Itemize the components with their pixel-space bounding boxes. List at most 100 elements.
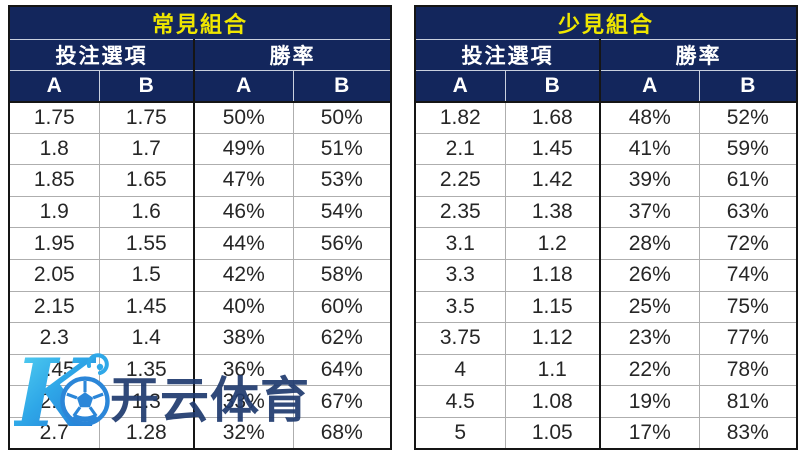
table-cell: 74%	[698, 258, 798, 292]
table-cell: 38%	[193, 322, 293, 355]
table-cell: 41%	[599, 132, 700, 165]
table-cell: 1.42	[504, 164, 601, 197]
table-title: 少見組合	[415, 6, 798, 40]
table-cell: 3.1	[415, 227, 506, 260]
table-cell: 25%	[599, 290, 700, 323]
table-cell: 59%	[698, 132, 798, 165]
table-row: 4.5 1.08 19% 81%	[415, 385, 798, 418]
col-header-bet-a: A	[9, 70, 99, 103]
table-cell: 2.6	[9, 385, 99, 418]
table-row: 2.35 1.38 37% 63%	[415, 195, 798, 228]
table-cell: 22%	[599, 353, 700, 386]
table-cell: 4.5	[415, 385, 506, 418]
table-cell: 2.35	[415, 195, 506, 228]
table-row: 4 1.1 22% 78%	[415, 353, 798, 386]
table-cell: 1.1	[504, 353, 601, 386]
column-group-win-rate: 勝率	[599, 39, 798, 71]
table-cell: 33%	[193, 385, 293, 418]
table-row: 1.82 1.68 48% 52%	[415, 101, 798, 134]
common-combinations-table: 常見組合 投注選項 勝率 A B A B 1.75 1.75 50% 50% 1.8 1.…	[8, 5, 393, 451]
col-header-rate-b: B	[698, 70, 798, 103]
table-cell: 1.6	[98, 195, 194, 228]
table-cell: 1.82	[415, 101, 506, 134]
table-row: 1.9 1.6 46% 54%	[9, 195, 392, 228]
table-cell: 23%	[599, 322, 700, 355]
table-row: 3.3 1.18 26% 74%	[415, 258, 798, 292]
table-cell: 63%	[698, 195, 798, 228]
table-cell: 72%	[698, 227, 798, 260]
table-cell: 1.18	[504, 258, 601, 292]
table-row: 2.7 1.28 32% 68%	[9, 416, 392, 450]
table-title-row: 常見組合	[9, 6, 392, 40]
table-cell: 67%	[292, 385, 392, 418]
table-cell: 1.45	[98, 290, 194, 323]
table-cell: 50%	[193, 101, 293, 134]
table-row: 2.1 1.45 41% 59%	[415, 132, 798, 165]
table-cell: 64%	[292, 353, 392, 386]
table-cell: 58%	[292, 258, 392, 292]
table-cell: 1.95	[9, 227, 99, 260]
tables-container: 常見組合 投注選項 勝率 A B A B 1.75 1.75 50% 50% 1.8 1.…	[8, 5, 799, 451]
table-cell: 1.2	[504, 227, 601, 260]
table-cell: 2.05	[9, 258, 99, 292]
table-cell: 47%	[193, 164, 293, 197]
table-row: 1.8 1.7 49% 51%	[9, 132, 392, 165]
table-cell: 5	[415, 416, 506, 450]
table-cell: 37%	[599, 195, 700, 228]
table-cell: 2.25	[415, 164, 506, 197]
table-cell: 40%	[193, 290, 293, 323]
table-cell: 3.75	[415, 322, 506, 355]
table-row: 1.95 1.55 44% 56%	[9, 227, 392, 260]
table-cell: 1.05	[504, 416, 601, 450]
col-header-bet-b: B	[504, 70, 601, 103]
table-cell: 1.75	[98, 101, 194, 134]
table-row: 2.15 1.45 40% 60%	[9, 290, 392, 323]
table-cell: 1.38	[504, 195, 601, 228]
column-group-win-rate: 勝率	[192, 39, 392, 71]
table-cell: 56%	[292, 227, 392, 260]
table-cell: 1.3	[98, 385, 194, 418]
col-header-rate-a: A	[193, 70, 293, 103]
table-cell: 75%	[698, 290, 798, 323]
table-row: 5 1.05 17% 83%	[415, 416, 798, 450]
table-cell: 1.8	[9, 132, 99, 165]
table-cell: 39%	[599, 164, 700, 197]
table-cell: 1.55	[98, 227, 194, 260]
table-cell: 1.35	[98, 353, 194, 386]
table-cell: 1.5	[98, 258, 194, 292]
table-cell: 1.15	[504, 290, 601, 323]
table-cell: 32%	[193, 416, 293, 450]
table-cell: 1.4	[98, 322, 194, 355]
table-cell: 1.7	[98, 132, 194, 165]
table-cell: 1.68	[504, 101, 601, 134]
table-cell: 83%	[698, 416, 798, 450]
table-body: 1.82 1.68 48% 52% 2.1 1.45 41% 59% 2.25 1.42 39% 61…	[415, 101, 798, 450]
column-group-bet-options: 投注選項	[415, 39, 601, 71]
col-header-rate-b: B	[292, 70, 392, 103]
table-cell: 53%	[292, 164, 392, 197]
col-header-bet-b: B	[98, 70, 194, 103]
table-title-row: 少見組合	[415, 6, 798, 40]
table-cell: 51%	[292, 132, 392, 165]
table-cell: 81%	[698, 385, 798, 418]
table-cell: 4	[415, 353, 506, 386]
column-group-bet-options: 投注選項	[9, 39, 194, 71]
table-title: 常見組合	[9, 6, 392, 40]
table-cell: 19%	[599, 385, 700, 418]
table-cell: 1.12	[504, 322, 601, 355]
table-cell: 17%	[599, 416, 700, 450]
table-cell: 1.65	[98, 164, 194, 197]
table-row: 3.75 1.12 23% 77%	[415, 322, 798, 355]
col-header-rate-a: A	[599, 70, 700, 103]
table-cell: 1.85	[9, 164, 99, 197]
table-cell: 60%	[292, 290, 392, 323]
table-cell: 36%	[193, 353, 293, 386]
table-cell: 46%	[193, 195, 293, 228]
col-header-bet-a: A	[415, 70, 506, 103]
table-row: 2.25 1.42 39% 61%	[415, 164, 798, 197]
table-cell: 61%	[698, 164, 798, 197]
table-cell: 1.75	[9, 101, 99, 134]
table-cell: 77%	[698, 322, 798, 355]
table-cell: 42%	[193, 258, 293, 292]
